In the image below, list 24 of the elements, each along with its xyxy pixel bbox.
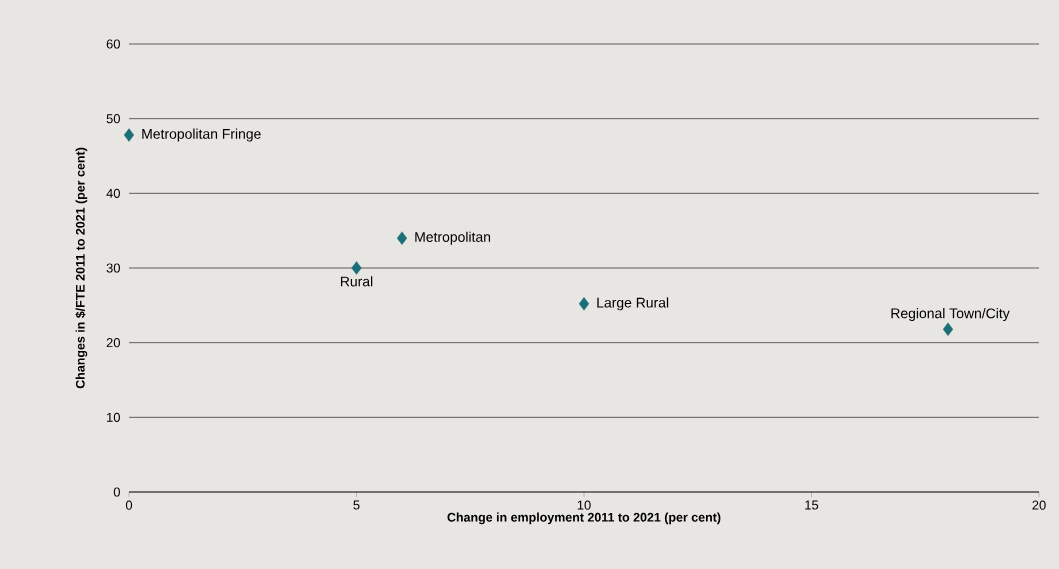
x-axis-title: Change in employment 2011 to 2021 (per cent): [447, 512, 721, 525]
y-axis-title: Changes in $/FTE 2011 to 2021 (per cent): [75, 147, 88, 389]
point: [942, 322, 954, 336]
y-tick-label: 30: [106, 263, 120, 273]
point: [396, 231, 408, 245]
y-tick-label: 0: [113, 487, 120, 497]
y-tick-label: 20: [106, 338, 120, 348]
x-tick-label: 20: [1032, 500, 1046, 510]
x-tick-label: 5: [353, 500, 360, 510]
y-tick-label: 40: [106, 188, 120, 198]
y-tick-label: 10: [107, 412, 120, 422]
x-tick-label: 0: [125, 500, 133, 510]
x-tick-label: 15: [805, 500, 819, 510]
x-tick-label: 10: [577, 500, 591, 510]
y-tick-label: 60: [106, 39, 120, 49]
point: [123, 128, 135, 142]
point: [351, 261, 362, 275]
annotation: Metropolitan: [415, 231, 491, 245]
annotation: Large Rural: [597, 297, 669, 311]
annotation: Metropolitan Fringe: [142, 128, 261, 142]
annotation: Regional Town/City: [891, 308, 1010, 322]
y-tick-label: 50: [106, 114, 120, 124]
annotation: Rural: [340, 276, 373, 287]
point: [578, 297, 590, 311]
